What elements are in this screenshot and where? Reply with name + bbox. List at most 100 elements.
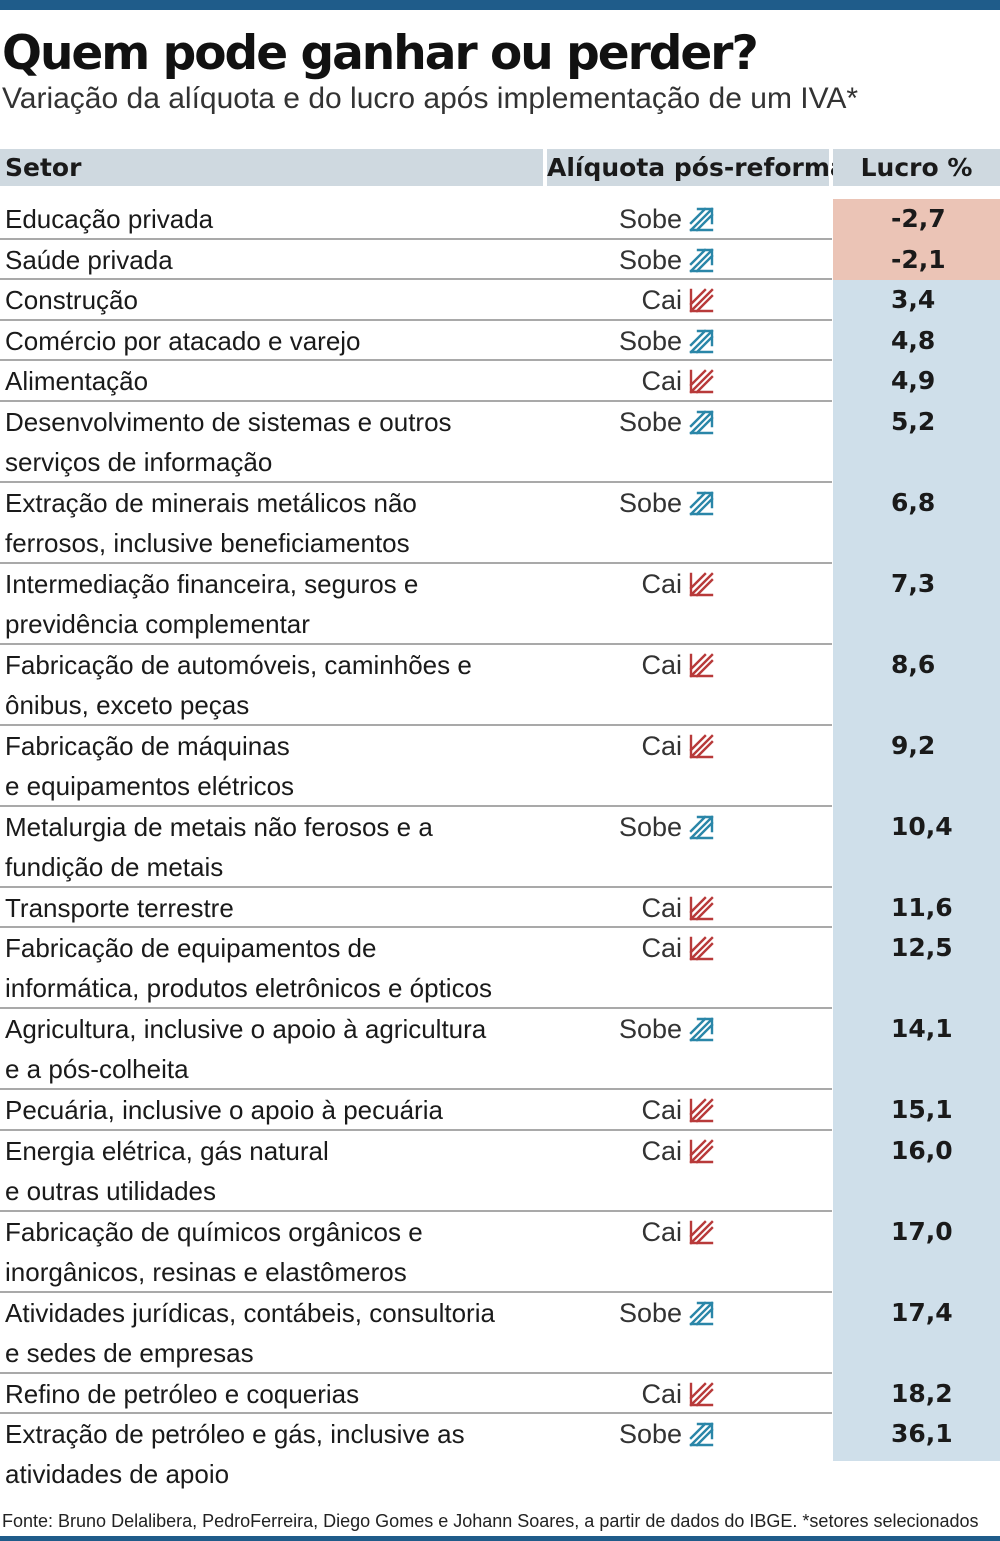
row-lucro: 18,2: [891, 1378, 953, 1408]
page-subtitle: Variação da alíquota e do lucro após imp…: [2, 82, 859, 115]
row-aliquota: Cai: [641, 1090, 716, 1130]
row-divider: [0, 642, 832, 645]
table-row: Desenvolvimento de sistemas e outros ser…: [0, 402, 1000, 483]
table-row: Educação privada Sobe -2,7: [0, 199, 1000, 240]
row-setor: Construção: [5, 285, 138, 315]
row-lucro: 9,2: [891, 730, 936, 760]
row-lucro: 5,2: [891, 406, 936, 436]
row-lucro: 12,5: [891, 933, 953, 962]
arrow-down-left-icon: [689, 895, 714, 921]
row-divider: [0, 359, 832, 361]
table-row: Refino de petróleo e coquerias Cai 18,2: [0, 1374, 1000, 1414]
row-aliquota: Cai: [641, 1212, 716, 1252]
row-aliquota: Cai: [641, 645, 716, 685]
row-aliquota-label: Cai: [641, 1135, 682, 1166]
arrow-up-right-icon: [689, 490, 714, 516]
arrow-up-right-icon: [689, 1017, 714, 1042]
table-row: Metalurgia de metais não ferosos e a fun…: [0, 807, 1000, 888]
top-accent-bar: [0, 0, 1000, 10]
row-setor: Agricultura, inclusive o apoio à agricul…: [5, 1014, 487, 1084]
row-setor: Transporte terrestre: [5, 892, 234, 923]
table-row: Extração de petróleo e gás, inclusive as…: [0, 1414, 1000, 1495]
row-lucro: 6,8: [891, 487, 936, 517]
row-lucro: 4,9: [891, 366, 936, 395]
row-aliquota-label: Cai: [641, 568, 682, 599]
row-setor: Educação privada: [5, 204, 214, 234]
row-lucro: 8,6: [891, 649, 936, 679]
row-divider: [0, 480, 832, 483]
row-setor: Fabricação de máquinas e equipamentos el…: [5, 730, 295, 801]
arrow-up-right-icon: [689, 247, 714, 273]
row-aliquota: Sobe: [619, 1009, 716, 1049]
table-row: Pecuária, inclusive o apoio à pecuária Ca…: [0, 1090, 1000, 1131]
row-divider: [0, 885, 832, 888]
row-divider: [0, 1371, 832, 1374]
table-row: Alimentação Cai 4,9: [0, 361, 1000, 402]
arrow-down-left-icon: [689, 936, 714, 961]
row-aliquota: Sobe: [619, 199, 716, 239]
row-aliquota-label: Cai: [641, 649, 682, 680]
row-aliquota: Cai: [641, 928, 716, 968]
row-aliquota-label: Cai: [641, 730, 682, 761]
table-row: Extração de minerais metálicos não ferro…: [0, 483, 1000, 564]
row-setor: Saúde privada: [5, 244, 173, 275]
row-divider: [0, 926, 832, 928]
arrow-down-left-icon: [689, 369, 714, 394]
table-row: Comércio por atacado e varejo Sobe 4,8: [0, 321, 1000, 361]
arrow-down-left-icon: [689, 652, 714, 678]
row-aliquota-label: Sobe: [618, 811, 682, 842]
row-aliquota-label: Sobe: [618, 1297, 682, 1328]
row-lucro: 10,4: [891, 811, 953, 841]
row-setor: Metalurgia de metais não ferosos e a fun…: [5, 811, 433, 882]
row-setor: Comércio por atacado e varejo: [5, 325, 361, 356]
row-divider: [0, 399, 832, 402]
row-lucro: 7,3: [891, 568, 936, 598]
row-divider: [0, 723, 832, 726]
row-aliquota: Sobe: [619, 402, 716, 442]
bottom-accent-bar: [0, 1536, 1000, 1541]
row-lucro: 36,1: [891, 1419, 953, 1448]
page-title: Quem pode ganhar ou perder?: [2, 26, 759, 81]
lucro-column-background: [833, 199, 1000, 1461]
row-aliquota: Cai: [641, 1374, 716, 1414]
row-aliquota: Sobe: [619, 1293, 716, 1333]
row-lucro: 4,8: [891, 325, 936, 355]
row-aliquota: Cai: [641, 280, 716, 320]
row-divider: [0, 1088, 832, 1090]
row-divider: [0, 1007, 832, 1009]
row-setor: Desenvolvimento de sistemas e outros ser…: [5, 406, 452, 477]
row-setor: Energia elétrica, gás natural e outras u…: [5, 1135, 329, 1206]
row-setor: Fabricação de químicos orgânicos e inorg…: [5, 1216, 423, 1287]
table-row: Energia elétrica, gás natural e outras u…: [0, 1131, 1000, 1212]
row-lucro: 11,6: [891, 892, 953, 922]
row-lucro: 17,0: [891, 1216, 953, 1246]
column-header-lucro: Lucro %: [833, 149, 1000, 186]
row-aliquota-label: Sobe: [618, 244, 682, 275]
row-aliquota: Cai: [641, 726, 716, 766]
arrow-up-right-icon: [689, 1300, 714, 1326]
arrow-up-right-icon: [689, 207, 714, 232]
row-lucro: -2,1: [833, 239, 1000, 280]
row-aliquota-label: Cai: [641, 892, 682, 923]
table-row: Fabricação de equipamentos de informátic…: [0, 928, 1000, 1009]
row-setor: Alimentação: [5, 366, 149, 396]
row-divider: [0, 278, 832, 280]
arrow-up-right-icon: [689, 814, 714, 840]
row-aliquota-label: Cai: [641, 366, 682, 396]
row-aliquota-label: Cai: [641, 1095, 682, 1125]
table-row: Fabricação de máquinas e equipamentos el…: [0, 726, 1000, 807]
row-setor: Intermediação financeira, seguros e prev…: [5, 568, 419, 639]
row-divider: [0, 561, 832, 564]
row-divider: [0, 1209, 832, 1212]
table-row: Transporte terrestre Cai 11,6: [0, 888, 1000, 928]
row-divider: [0, 1128, 832, 1131]
table-row: Saúde privada Sobe -2,1: [0, 239, 1000, 280]
table-row: Construção Cai 3,4: [0, 280, 1000, 321]
row-lucro: 14,1: [891, 1014, 953, 1043]
arrow-down-left-icon: [689, 1381, 714, 1407]
row-setor: Refino de petróleo e coquerias: [5, 1378, 360, 1409]
row-divider: [0, 237, 832, 240]
row-aliquota-label: Sobe: [618, 487, 682, 518]
table-row: Fabricação de químicos orgânicos e inorg…: [0, 1212, 1000, 1293]
arrow-down-left-icon: [689, 733, 714, 759]
